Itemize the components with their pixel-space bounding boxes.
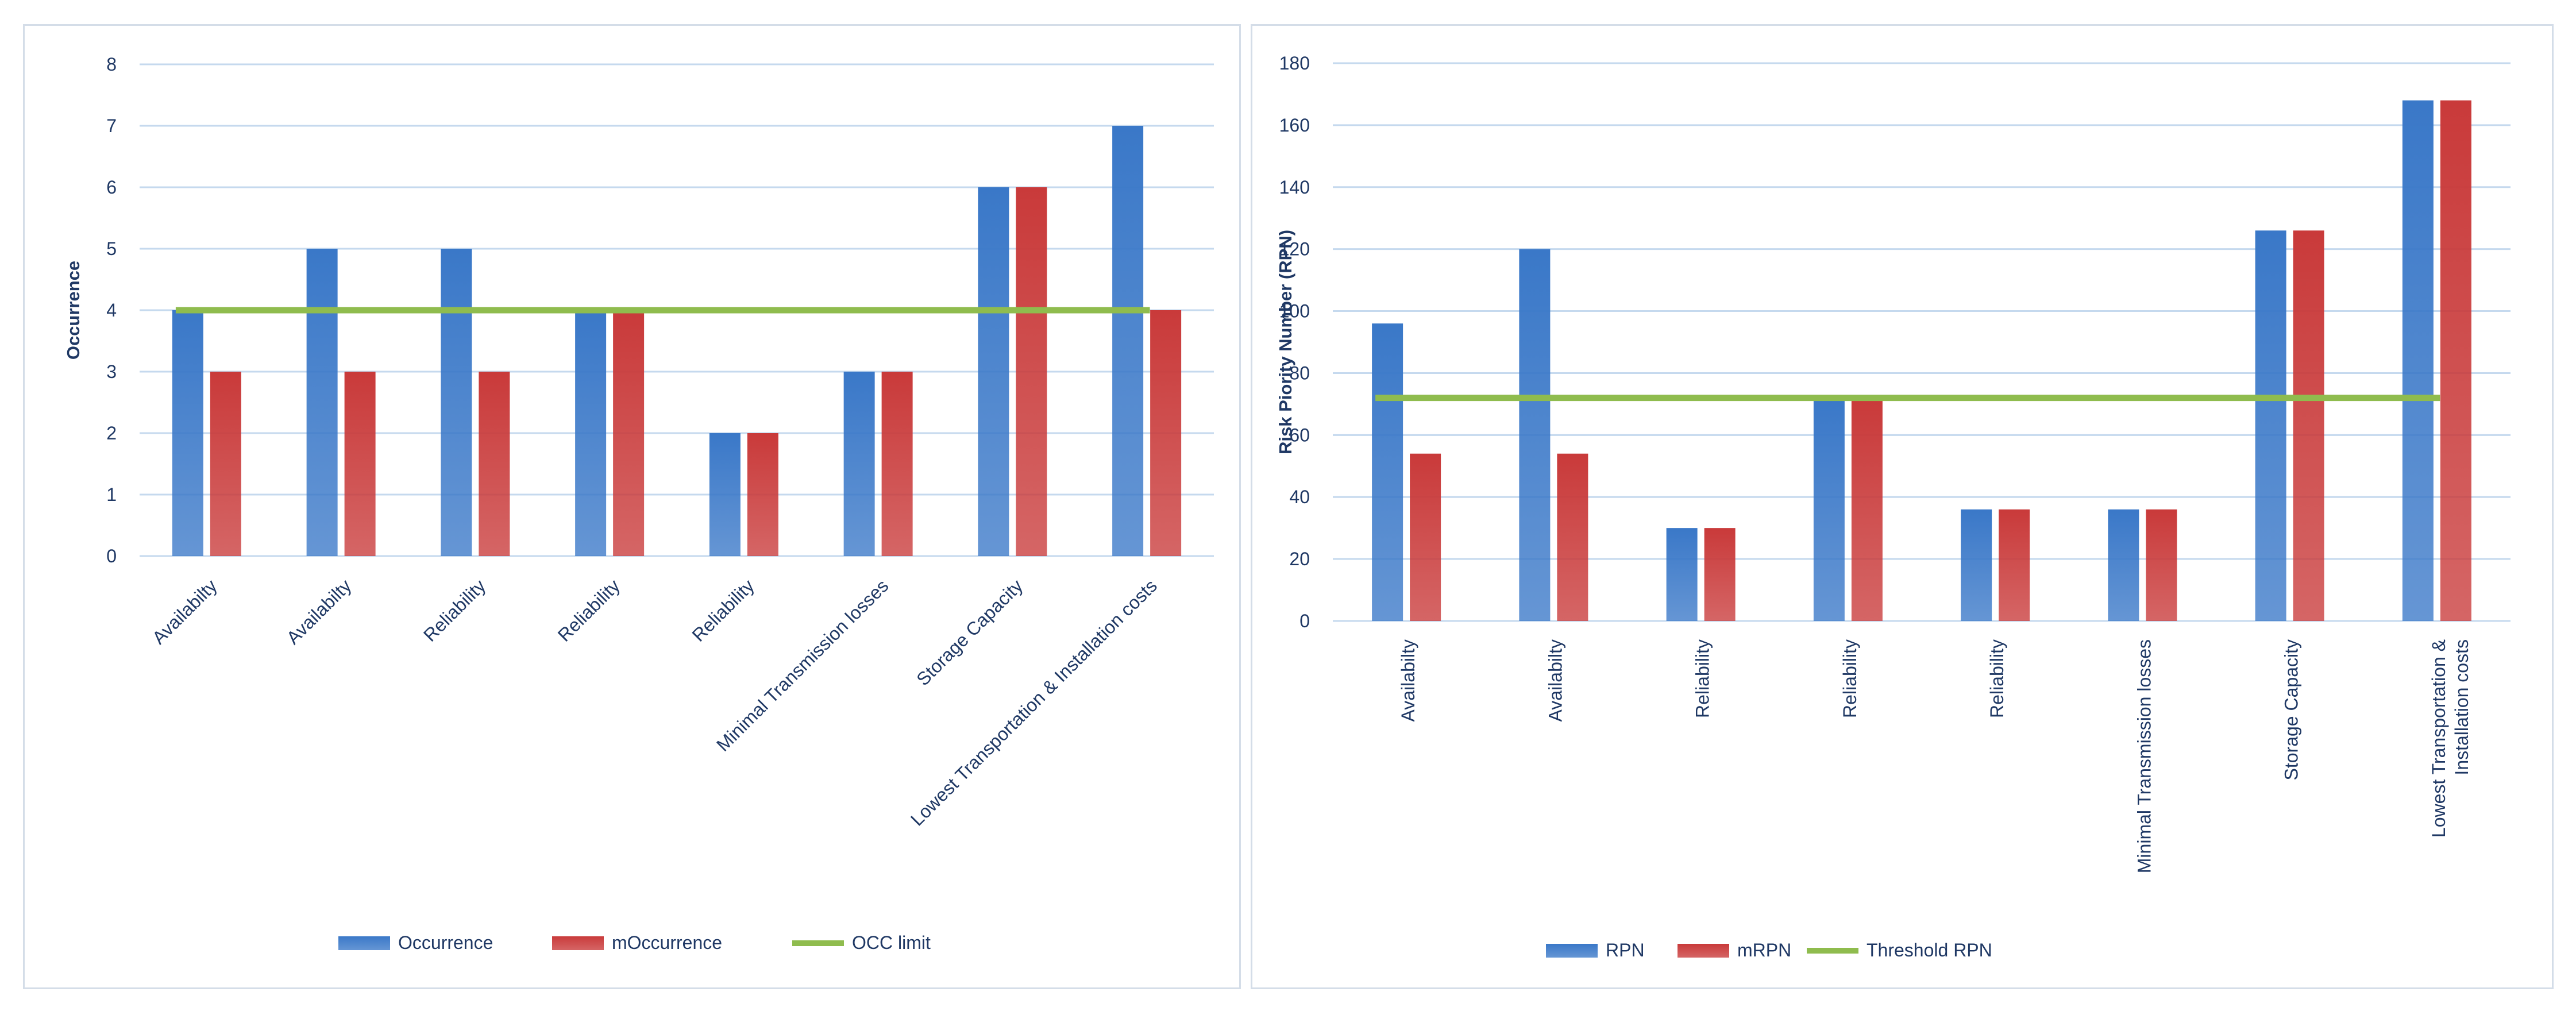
1-y-tick-label: 80 [1289, 362, 1310, 383]
moccurrence-bar[interactable] [881, 372, 913, 556]
occurrence-bar[interactable] [172, 310, 203, 556]
1-legend: RPN mRPN Threshold RPN [1546, 940, 1992, 960]
1-legend-swatch [1546, 944, 1598, 958]
occurrence-bar[interactable] [441, 249, 472, 556]
1-x-tick-label-line: Lowest Transportation & [2428, 639, 2449, 838]
rpn-chart: 0 20 40 60 80 100 120 140 160 180 Risk Piority Num… [1275, 53, 2511, 960]
moccurrence-bar[interactable] [1150, 310, 1182, 556]
0-x-tick-label: Lowest Transportation & Installation cos… [907, 575, 1161, 829]
1-x-tick-label: Reliability [1840, 639, 1860, 718]
mrpn-bar[interactable] [1557, 453, 1588, 621]
1-y-tick-label: 120 [1279, 239, 1310, 260]
rpn-bar[interactable] [2402, 100, 2434, 621]
moccurrence-bar[interactable] [747, 433, 778, 556]
0-legend-label: Occurrence [398, 932, 493, 953]
1-legend-swatch [1678, 944, 1729, 958]
0-legend: Occurrence mOccurrence OCC limit [338, 932, 931, 953]
rpn-bar[interactable] [1813, 398, 1845, 621]
1-y-tick-label: 180 [1279, 53, 1310, 74]
mrpn-bar[interactable] [2440, 100, 2471, 621]
1-x-tick-label: Storage Capacity [2281, 639, 2302, 780]
mrpn-bar[interactable] [2146, 509, 2177, 621]
rpn-bar[interactable] [2255, 230, 2286, 621]
occurrence-chart: 0 1 2 3 4 5 6 7 8 Occurrence Availabilty Availabilt… [63, 54, 1214, 953]
0-y-tick-label: 7 [106, 115, 117, 136]
0-x-tick-label: Reliability [554, 575, 624, 645]
0-x-tick-label: Availabilty [283, 575, 356, 648]
0-x-tick-label: Storage Capacity [912, 575, 1027, 689]
1-y-tick-label: 20 [1289, 549, 1310, 569]
occurrence-bar[interactable] [843, 372, 875, 556]
occurrence-bar[interactable] [709, 433, 741, 556]
rpn-bar[interactable] [1372, 323, 1403, 621]
rpn-bar[interactable] [1961, 509, 1992, 621]
0-y-tick-label: 1 [106, 484, 117, 505]
0-y-tick-label: 2 [106, 423, 117, 443]
1-x-tick-label: Reliability [1692, 639, 1713, 718]
1-y-tick-label: 60 [1289, 425, 1310, 445]
occurrence-bar[interactable] [306, 249, 338, 556]
0-y-tick-label: 8 [106, 54, 117, 75]
0-y-tick-label: 6 [106, 177, 117, 198]
rpn-bar[interactable] [1666, 528, 1698, 621]
1-x-tick-label: Minimal Transmission losses [2134, 639, 2154, 873]
0-legend-swatch [552, 936, 604, 950]
0-x-tick-label: Reliability [419, 575, 489, 645]
1-x-tick-label: Reliability [1987, 639, 2007, 718]
1-x-tick-label: Availabilty [1398, 639, 1418, 721]
1-y-tick-label: 40 [1289, 487, 1310, 507]
1-x-tick-label: Lowest Transportation & Installation cost… [2428, 639, 2472, 838]
occurrence-chart-frame[interactable]: 0 1 2 3 4 5 6 7 8 Occurrence Availabilty Availabilt… [23, 24, 1241, 989]
moccurrence-bar[interactable] [613, 310, 645, 556]
0-y-axis-title: Occurrence [63, 261, 83, 360]
moccurrence-bar[interactable] [210, 372, 241, 556]
0-y-tick-label: 5 [106, 238, 117, 259]
0-legend-label: mOccurrence [612, 932, 722, 953]
mrpn-bar[interactable] [1410, 453, 1441, 621]
mrpn-bar[interactable] [1999, 509, 2030, 621]
1-legend-label: RPN [1606, 940, 1645, 960]
1-x-tick-label-line: Installation costs [2451, 639, 2472, 775]
mrpn-bar[interactable] [1704, 528, 1736, 621]
occurrence-bar[interactable] [575, 310, 607, 556]
1-y-tick-label: 0 [1299, 611, 1310, 631]
1-y-tick-label: 140 [1279, 177, 1310, 198]
0-x-tick-label: Availabilty [148, 575, 221, 648]
moccurrence-bar[interactable] [1016, 187, 1047, 556]
1-y-tick-label: 160 [1279, 115, 1310, 136]
rpn-bar[interactable] [1519, 249, 1551, 622]
rpn-bar[interactable] [2108, 509, 2139, 621]
mrpn-bar[interactable] [2293, 230, 2324, 621]
0-y-tick-label: 0 [106, 546, 117, 566]
1-y-tick-label: 100 [1279, 301, 1310, 322]
occurrence-bar[interactable] [978, 187, 1009, 556]
0-legend-label: OCC limit [852, 932, 931, 953]
1-legend-label: mRPN [1737, 940, 1791, 960]
0-legend-swatch [338, 936, 390, 950]
0-y-tick-label: 3 [106, 361, 117, 382]
0-x-tick-label: Reliability [688, 575, 758, 645]
0-y-tick-label: 4 [106, 300, 117, 321]
1-y-axis-title: Risk Piority Number (RPN) [1275, 230, 1295, 454]
rpn-chart-frame[interactable]: 0 20 40 60 80 100 120 140 160 180 Risk Piority Num… [1251, 24, 2554, 989]
mrpn-bar[interactable] [1851, 398, 1883, 621]
1-x-tick-label: Availabilty [1545, 639, 1565, 721]
moccurrence-bar[interactable] [479, 372, 510, 556]
1-legend-label: Threshold RPN [1867, 940, 1992, 960]
occurrence-bar[interactable] [1112, 126, 1144, 556]
moccurrence-bar[interactable] [344, 372, 376, 556]
